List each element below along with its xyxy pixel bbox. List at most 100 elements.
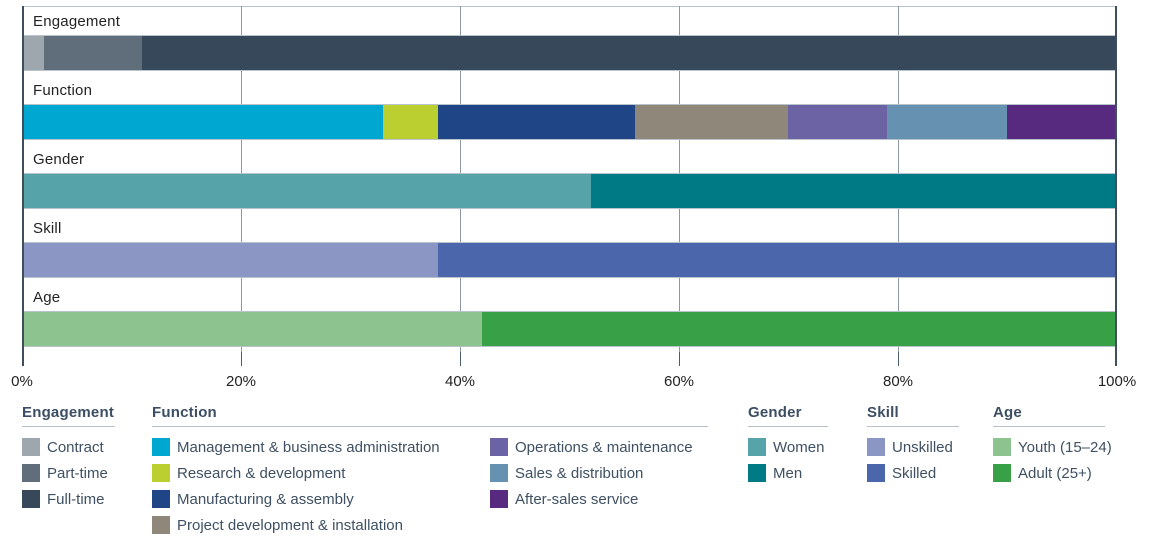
bar-segment-after-sales-service	[1007, 105, 1117, 139]
x-axis-label-100pct: 100%	[1097, 373, 1137, 390]
bar-segment-management-business-administration	[22, 105, 384, 139]
legend-item: Operations & maintenance	[490, 434, 708, 460]
legend-group-gender: Gender Women Men	[748, 404, 828, 486]
legend-item-label: Operations & maintenance	[515, 438, 693, 456]
stacked-bar	[22, 243, 1117, 278]
legend-item-label: Manufacturing & assembly	[177, 490, 354, 508]
axis-tick-40pct	[460, 352, 461, 366]
legend-item-label: Men	[773, 464, 803, 482]
category-label: Skill	[33, 219, 62, 237]
legend-swatch-unskilled	[867, 438, 885, 456]
x-axis: 0% 20% 40% 60% 80% 100%	[11, 373, 1136, 393]
legend-swatch-youth-15-24	[993, 438, 1011, 456]
category-row-age: Age	[22, 283, 1117, 352]
legend-item: Adult (25+)	[993, 460, 1105, 486]
legend-subcolumn: Operations & maintenance Sales & distribu…	[490, 434, 708, 538]
legend-swatch-men	[748, 464, 766, 482]
bar-segment-skilled	[438, 243, 1117, 277]
category-label-band: Gender	[22, 145, 1117, 174]
legend-item-label: Unskilled	[892, 438, 953, 456]
legend-item-label: Contract	[47, 438, 104, 456]
category-label: Function	[33, 81, 93, 99]
legend-item: Management & business administration	[152, 434, 490, 460]
legend-item-label: Research & development	[177, 464, 346, 482]
legend-item-label: Skilled	[892, 464, 937, 482]
category-label: Engagement	[33, 12, 121, 30]
category-rows: Engagement Function Gender Skill Age	[22, 7, 1117, 352]
stacked-bar	[22, 105, 1117, 140]
category-label-band: Age	[22, 283, 1117, 312]
legend-item: Women	[748, 434, 828, 460]
legend-item-label: Part-time	[47, 464, 108, 482]
bar-segment-part-time	[43, 36, 143, 70]
legend-item: Research & development	[152, 460, 490, 486]
legend-item-label: Project development & installation	[177, 516, 403, 534]
axis-tick-20pct	[241, 352, 242, 366]
legend-item-label: Full-time	[47, 490, 105, 508]
legend-item: Full-time	[22, 486, 115, 512]
category-row-function: Function	[22, 76, 1117, 145]
legend-item-label: Adult (25+)	[1018, 464, 1092, 482]
legend-item: Unskilled	[867, 434, 959, 460]
legend-swatch-research-development	[152, 464, 170, 482]
plot-area: Engagement Function Gender Skill Age	[22, 6, 1117, 366]
bar-segment-men	[591, 174, 1117, 208]
legend-group-title: Engagement	[22, 404, 115, 427]
bar-segment-sales-distribution	[887, 105, 1008, 139]
category-label-band: Engagement	[22, 7, 1117, 36]
legend-swatch-part-time	[22, 464, 40, 482]
category-row-skill: Skill	[22, 214, 1117, 283]
legend-group-function: Function Management & business administra…	[152, 404, 708, 538]
legend-group-engagement: Engagement Contract Part-time Full-time	[22, 404, 115, 512]
x-axis-label-80pct: 80%	[882, 373, 914, 390]
legend-group-title: Skill	[867, 404, 959, 427]
legend-item-label: Sales & distribution	[515, 464, 644, 482]
legend-item: Men	[748, 460, 828, 486]
legend-group-title: Age	[993, 404, 1105, 427]
legend-swatch-manufacturing-assembly	[152, 490, 170, 508]
legend-swatch-after-sales-service	[490, 490, 508, 508]
category-label-band: Skill	[22, 214, 1117, 243]
legend-swatch-full-time	[22, 490, 40, 508]
legend-swatch-women	[748, 438, 766, 456]
legend-item-label: Management & business administration	[177, 438, 440, 456]
legend-group-title: Gender	[748, 404, 828, 427]
stacked-bar	[22, 312, 1117, 347]
legend-swatch-operations-maintenance	[490, 438, 508, 456]
bar-segment-operations-maintenance	[788, 105, 888, 139]
legend-item-label: Youth (15–24)	[1018, 438, 1112, 456]
legend-item: Project development & installation	[152, 512, 490, 538]
stacked-bar	[22, 36, 1117, 71]
axis-line-100pct	[1115, 6, 1117, 366]
legend-swatch-adult-25	[993, 464, 1011, 482]
category-row-engagement: Engagement	[22, 7, 1117, 76]
bar-segment-project-development-installation	[635, 105, 789, 139]
category-label-band: Function	[22, 76, 1117, 105]
legend-item-label: Women	[773, 438, 825, 456]
x-axis-label-20pct: 20%	[225, 373, 257, 390]
category-row-gender: Gender	[22, 145, 1117, 214]
legend-item: Part-time	[22, 460, 115, 486]
legend-group-age: Age Youth (15–24) Adult (25+)	[993, 404, 1112, 486]
legend-item: After-sales service	[490, 486, 708, 512]
category-label: Age	[33, 288, 61, 306]
legend-item: Youth (15–24)	[993, 434, 1112, 460]
axis-line-0pct	[22, 6, 24, 366]
bar-segment-contract	[22, 36, 44, 70]
legend-swatch-project-development-installation	[152, 516, 170, 534]
legend-swatch-sales-distribution	[490, 464, 508, 482]
legend-swatch-contract	[22, 438, 40, 456]
x-axis-label-0pct: 0%	[11, 373, 33, 390]
stacked-bar	[22, 174, 1117, 209]
bar-segment-research-development	[383, 105, 439, 139]
legend-group-title: Function	[152, 404, 708, 427]
legend-item: Sales & distribution	[490, 460, 708, 486]
legend-swatch-skilled	[867, 464, 885, 482]
legend-swatch-management-business-administration	[152, 438, 170, 456]
legend-item: Contract	[22, 434, 115, 460]
legend-item: Manufacturing & assembly	[152, 486, 490, 512]
axis-tick-80pct	[898, 352, 899, 366]
legend-item: Skilled	[867, 460, 959, 486]
x-axis-label-40pct: 40%	[444, 373, 476, 390]
